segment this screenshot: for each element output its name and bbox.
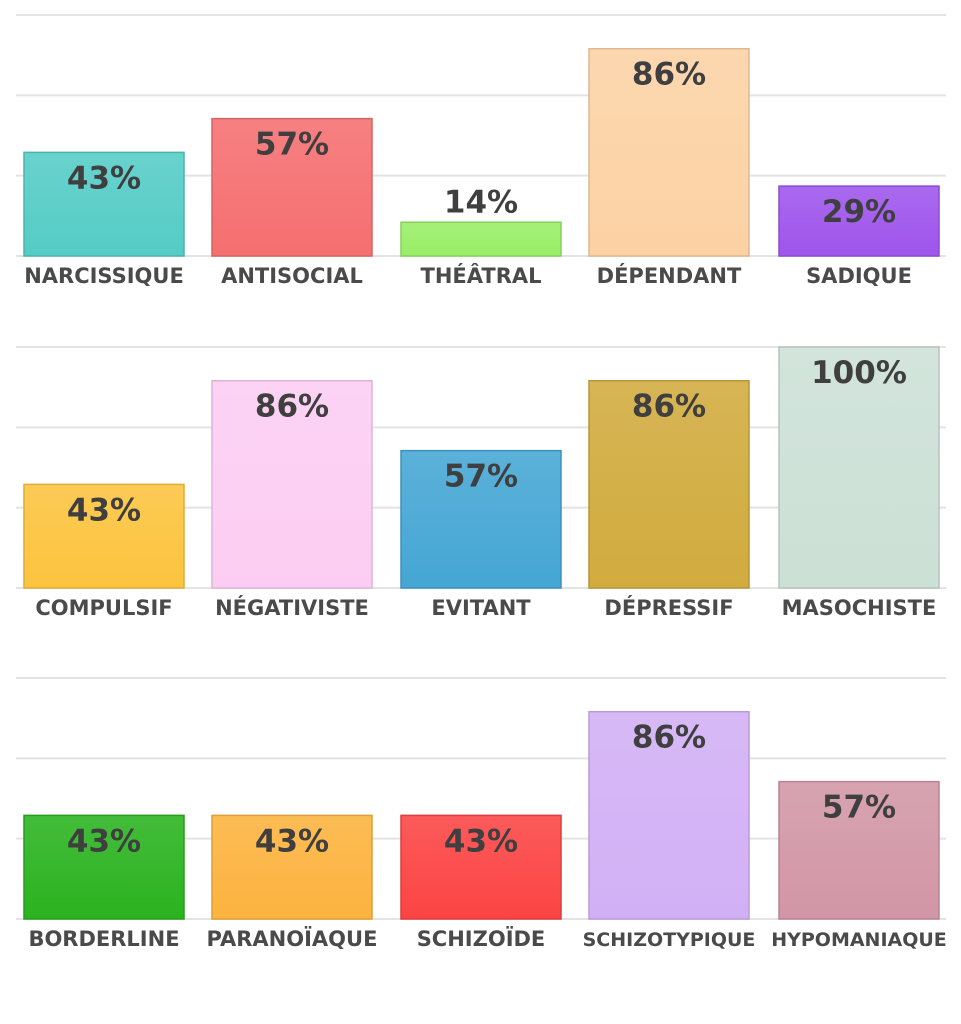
bar-dépendant	[588, 47, 750, 257]
bar-schizotypique	[588, 710, 750, 920]
bar-value-label: 14%	[444, 184, 518, 220]
bar-value-label: 43%	[67, 492, 141, 528]
category-label: EVITANT	[431, 596, 531, 620]
bar-value-label: 86%	[632, 389, 706, 425]
bar-masochiste	[778, 346, 940, 589]
bar-value-label: 100%	[811, 355, 907, 391]
bar-value-label: 43%	[444, 823, 518, 859]
category-label: ANTISOCIAL	[221, 264, 363, 288]
bar-sadique	[778, 185, 940, 257]
category-label: PARANOÏAQUE	[207, 926, 378, 951]
bar-hypomaniaque	[778, 780, 940, 920]
category-label: MASOCHISTE	[782, 596, 937, 620]
category-label: HYPOMANIAQUE	[771, 929, 947, 951]
bar-chart-panel-2: 43% COMPULSIF 86% NÉGATIVISTE 57% EVITANT 86% D…	[16, 346, 946, 620]
category-label: DÉPRESSIF	[604, 595, 733, 620]
bar-value-label: 43%	[255, 823, 329, 859]
bar-borderline	[23, 814, 185, 920]
category-label: NÉGATIVISTE	[215, 595, 369, 620]
bar-dépressif	[588, 379, 750, 589]
category-label: THÉÂTRAL	[421, 263, 542, 288]
category-label: COMPULSIF	[35, 596, 172, 620]
bar-schizoïde	[400, 814, 562, 920]
bar-paranoïaque	[211, 814, 373, 920]
bar-evitant	[400, 449, 562, 589]
category-label: DÉPENDANT	[597, 263, 742, 288]
bar-chart-panel-3: 43% BORDERLINE 43% PARANOÏAQUE 43% SCHIZOÏDE 8…	[16, 677, 947, 951]
bar-value-label: 43%	[67, 823, 141, 859]
category-label: SCHIZOÏDE	[417, 926, 546, 951]
bar-théâtral	[400, 221, 562, 257]
bar-value-label: 86%	[255, 389, 329, 425]
bar-value-label: 43%	[67, 160, 141, 196]
bar-narcissique	[23, 151, 185, 257]
bar-value-label: 57%	[444, 459, 518, 495]
category-label: SADIQUE	[806, 264, 912, 288]
category-label: SCHIZOTYPIQUE	[583, 929, 756, 951]
bar-value-label: 57%	[255, 127, 329, 163]
category-label: BORDERLINE	[28, 927, 179, 951]
category-label: NARCISSIQUE	[24, 264, 184, 288]
bar-value-label: 57%	[822, 790, 896, 826]
bar-value-label: 86%	[632, 57, 706, 93]
bar-compulsif	[23, 483, 185, 589]
bar-value-label: 29%	[822, 194, 896, 230]
bar-value-label: 86%	[632, 720, 706, 756]
bar-antisocial	[211, 117, 373, 257]
bar-négativiste	[211, 379, 373, 589]
bar-chart-panel-1: 43% NARCISSIQUE 57% ANTISOCIAL 14% THÉÂTRAL 86…	[16, 14, 946, 288]
